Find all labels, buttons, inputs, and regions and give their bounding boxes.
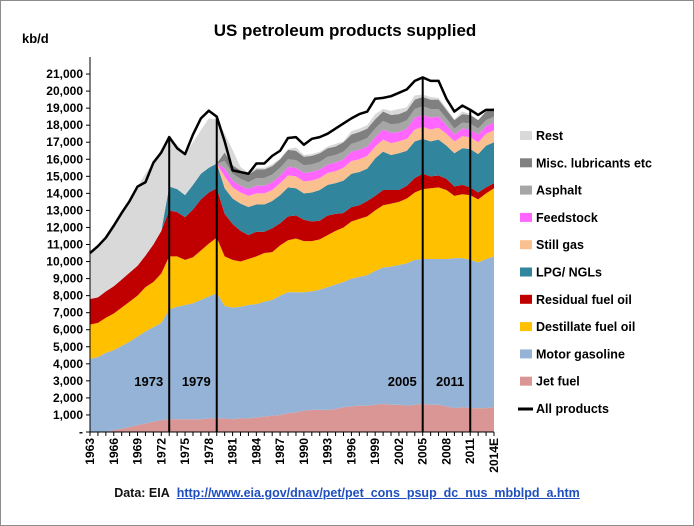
y-tick-label: 13,000 (46, 203, 83, 217)
x-tick-label: 1993 (321, 438, 335, 465)
source-prefix: Data: EIA (114, 486, 170, 500)
x-tick-label: 1978 (202, 438, 216, 465)
legend-swatch-asphalt (520, 185, 532, 195)
legend-label-misc-lubricants-etc: Misc. lubricants etc (536, 156, 652, 170)
y-tick-label: 14,000 (46, 186, 83, 200)
legend-swatch-jet-fuel (520, 376, 532, 386)
y-tick-label: 17,000 (46, 135, 83, 149)
area-residual-fuel-oil (90, 173, 494, 325)
total-line-all-products (89, 76, 494, 254)
y-tick-label: 1,000 (53, 408, 83, 422)
legend-label-motor-gasoline: Motor gasoline (536, 347, 625, 361)
y-tick-label: 12,000 (46, 220, 83, 234)
y-tick-label: 9,000 (53, 272, 83, 286)
legend-label-residual-fuel-oil: Residual fuel oil (536, 293, 632, 307)
source-link[interactable]: http://www.eia.gov/dnav/pet/pet_cons_psu… (176, 486, 580, 500)
y-tick-label: 10,000 (46, 255, 83, 269)
legend-label-still-gas: Still gas (536, 238, 584, 252)
y-tick-label: 18,000 (46, 118, 83, 132)
x-tick-label: 1969 (131, 438, 145, 465)
y-tick-label: 6,000 (53, 323, 83, 337)
y-tick-label: 11,000 (47, 238, 83, 252)
x-tick-label: 1972 (154, 438, 168, 465)
y-tick-label: 3,000 (53, 374, 83, 388)
legend-label-destillate-fuel-oil: Destillate fuel oil (536, 320, 635, 334)
y-tick-label: - (79, 425, 83, 439)
area-motor-gasoline (90, 256, 494, 432)
x-tick-label: 1987 (273, 438, 287, 465)
legend-label-feedstock: Feedstock (536, 211, 598, 225)
marker-label-2005: 2005 (388, 374, 417, 389)
x-tick-label: 2008 (439, 438, 453, 465)
area-destillate-fuel-oil (90, 187, 494, 359)
area-jet-fuel (90, 403, 494, 432)
x-tick-label: 1990 (297, 438, 311, 465)
legend-swatch-residual-fuel-oil (520, 294, 532, 304)
legend-swatch-lpg-ngls (520, 267, 532, 277)
chart-title: US petroleum products supplied (214, 21, 477, 40)
legend-swatch-feedstock (520, 212, 532, 222)
legend-label-lpg-ngls: LPG/ NGLs (536, 266, 602, 280)
y-tick-label: 7,000 (53, 306, 83, 320)
axes: - 1,000 2,000 3,000 4,000 5,000 6,000 7,000 8,00… (46, 57, 501, 473)
year-markers: 1973 1979 2005 2011 (134, 77, 472, 432)
legend-label-jet-fuel: Jet fuel (536, 375, 580, 389)
x-tick-label: 1999 (368, 438, 382, 465)
legend-swatch-destillate-fuel-oil (520, 322, 532, 332)
legend-swatch-misc-lubricants-etc (520, 158, 532, 168)
legend-label-rest: Rest (536, 129, 564, 143)
area-rest (90, 94, 494, 300)
y-tick-label: 8,000 (53, 289, 83, 303)
x-tick-label: 2011 (463, 438, 477, 464)
legend-swatch-still-gas (520, 240, 532, 250)
legend: Rest Misc. lubricants etc Asphalt Feedstock… (518, 129, 652, 416)
area-layers (90, 94, 494, 432)
legend-label-asphalt: Asphalt (536, 184, 583, 198)
marker-label-1973: 1973 (134, 374, 163, 389)
y-tick-label: 15,000 (46, 169, 83, 183)
y-axis-label: kb/d (22, 31, 49, 46)
legend-swatch-rest (520, 131, 532, 140)
area-still-gas (90, 126, 494, 300)
x-tick-label: 1996 (344, 438, 358, 465)
y-tick-label: 19,000 (46, 101, 83, 115)
total-line-group (89, 76, 494, 254)
x-tick-label: 1963 (83, 438, 97, 465)
legend-label-all-products: All products (536, 402, 609, 416)
y-tick-label: 4,000 (53, 357, 83, 371)
x-tick-label: 1984 (249, 438, 263, 465)
legend-swatch-motor-gasoline (520, 349, 532, 359)
y-tick-label: 21,000 (46, 67, 83, 81)
y-tick-label: 16,000 (46, 152, 83, 166)
x-tick-label: 2002 (392, 438, 406, 465)
y-tick-label: 20,000 (46, 84, 83, 98)
x-tick-label: 2005 (416, 438, 430, 465)
source-note: Data: EIA http://www.eia.gov/dnav/pet/pe… (0, 486, 694, 500)
x-tick-label: 2014E (487, 438, 501, 473)
marker-label-2011: 2011 (436, 374, 464, 389)
x-tick-label: 1981 (226, 438, 240, 465)
marker-label-1979: 1979 (182, 374, 211, 389)
y-tick-label: 5,000 (53, 340, 83, 354)
x-tick-label: 1975 (178, 438, 192, 465)
area-lpg-ngls (90, 138, 494, 300)
x-tick-label: 1966 (107, 438, 121, 465)
y-tick-label: 2,000 (53, 391, 83, 405)
